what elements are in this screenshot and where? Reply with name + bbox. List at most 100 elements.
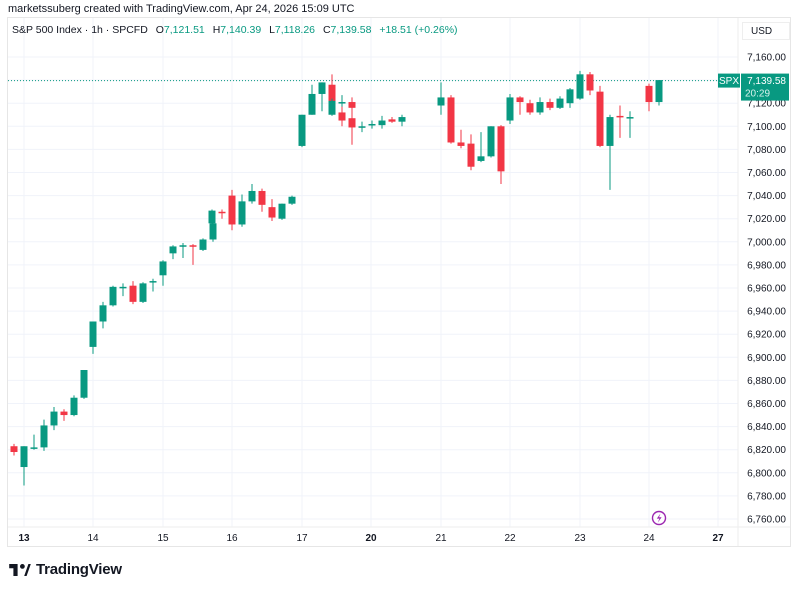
candle — [368, 123, 376, 126]
time-tick: 14 — [87, 533, 99, 544]
open-label: O — [155, 24, 164, 36]
time-tick: 15 — [157, 533, 169, 544]
candle — [60, 411, 68, 416]
open-value: 7,121.51 — [163, 24, 205, 36]
candle — [328, 84, 336, 107]
time-tick: 23 — [574, 533, 586, 544]
candle — [467, 143, 475, 167]
candle — [258, 190, 266, 205]
candle — [586, 74, 594, 91]
candle — [606, 117, 614, 146]
last-price-value: 7,139.58 — [747, 76, 786, 87]
candle — [238, 201, 246, 225]
candle — [129, 285, 137, 302]
price-tick: 7,060.00 — [747, 168, 786, 179]
candles — [10, 70, 663, 486]
candle — [50, 411, 58, 426]
candle — [189, 245, 197, 247]
candle — [645, 85, 653, 103]
candle — [546, 102, 554, 108]
event-flash-icon[interactable] — [651, 510, 667, 526]
candle — [70, 397, 78, 416]
tradingview-logo-icon — [9, 563, 31, 576]
chart-credit: marketssuberg created with TradingView.c… — [8, 3, 355, 15]
candle — [566, 91, 574, 104]
price-tick: 7,000.00 — [747, 237, 786, 248]
time-tick: 20 — [365, 533, 377, 544]
change-value: +18.51 (+0.26%) — [379, 24, 458, 36]
price-tick: 7,120.00 — [747, 99, 786, 110]
close-label: C — [322, 24, 331, 36]
time-tick: 17 — [296, 533, 308, 544]
candle — [89, 321, 97, 347]
candle — [208, 210, 216, 224]
price-tick: 6,880.00 — [747, 376, 786, 387]
time-tick: 21 — [435, 533, 447, 544]
price-tick: 7,080.00 — [747, 145, 786, 156]
symbol-legend: S&P 500 Index · 1h · SPCFD O7,121.51 H7,… — [12, 24, 458, 36]
symbol-title: S&P 500 Index · 1h · SPCFD — [12, 24, 148, 36]
symbol-tag: SPX — [719, 76, 739, 87]
time-tick: 16 — [226, 533, 238, 544]
candle — [556, 98, 564, 108]
candle — [288, 196, 296, 204]
price-tick: 6,920.00 — [747, 330, 786, 341]
price-tick: 6,900.00 — [747, 353, 786, 364]
candle — [318, 82, 326, 94]
time-tick: 22 — [504, 533, 516, 544]
candle — [308, 93, 316, 115]
candle — [30, 447, 38, 449]
candle — [388, 119, 396, 122]
candle — [40, 425, 48, 448]
candle — [398, 117, 406, 122]
candle — [447, 97, 455, 143]
candle — [437, 97, 445, 106]
candle — [348, 118, 356, 128]
candle — [298, 114, 306, 146]
price-tick: 6,980.00 — [747, 260, 786, 271]
time-tick: 24 — [643, 533, 655, 544]
candle — [149, 281, 157, 283]
bar-countdown: 20:29 — [745, 89, 770, 100]
price-tick: 7,040.00 — [747, 191, 786, 202]
price-tick: 6,960.00 — [747, 284, 786, 295]
candle — [338, 102, 346, 104]
candle — [487, 126, 495, 157]
candle — [536, 102, 544, 113]
candle — [99, 305, 107, 322]
price-tick: 6,940.00 — [747, 307, 786, 318]
candle — [218, 211, 226, 214]
candle — [626, 117, 634, 119]
candle — [248, 190, 256, 202]
price-tick: 6,760.00 — [747, 515, 786, 526]
candle — [199, 239, 207, 250]
candle — [209, 223, 217, 240]
candle — [526, 103, 534, 113]
candle — [119, 286, 127, 289]
high-value: 7,140.39 — [220, 24, 262, 36]
candle — [169, 246, 177, 254]
candle — [378, 120, 386, 126]
low-label: L — [269, 24, 275, 36]
candle — [477, 156, 485, 161]
tradingview-logo: TradingView — [9, 561, 122, 578]
currency-label[interactable]: USD — [742, 22, 790, 40]
candle — [358, 126, 366, 128]
candle — [655, 80, 663, 103]
last-price-tag: SPX 7,139.58 20:29 — [718, 73, 789, 101]
candle — [139, 283, 147, 302]
low-value: 7,118.26 — [274, 24, 316, 36]
candle — [179, 245, 187, 247]
candle — [596, 91, 604, 146]
price-tick: 6,800.00 — [747, 468, 786, 479]
candle — [80, 370, 88, 398]
price-tick: 6,780.00 — [747, 491, 786, 502]
candle — [516, 97, 524, 103]
close-value: 7,139.58 — [330, 24, 372, 36]
high-label: H — [212, 24, 221, 36]
candle — [268, 207, 276, 218]
candle — [348, 102, 356, 108]
candle — [506, 97, 514, 121]
candle — [338, 112, 346, 121]
